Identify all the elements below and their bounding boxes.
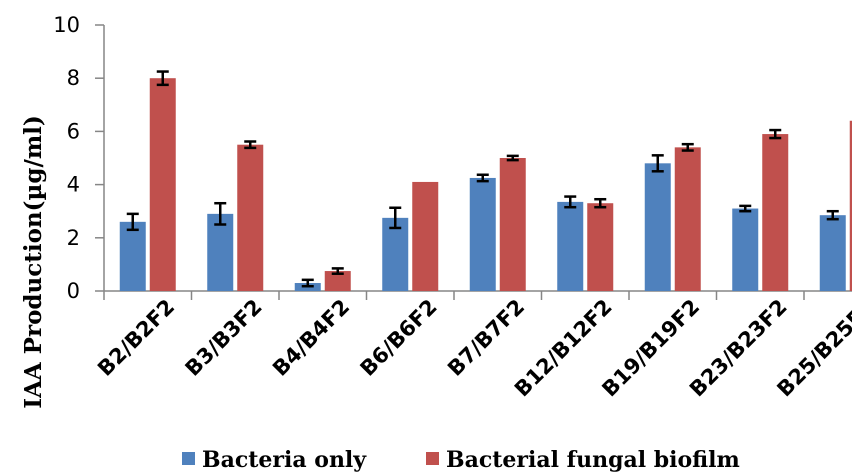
error-bar	[476, 173, 489, 183]
legend-label: Bacterial fungal biofilm	[446, 447, 740, 473]
x-category-label: B7/B7F2	[443, 295, 529, 381]
bar-bacterial-fungal-biofilm	[849, 120, 852, 291]
y-tick-label: 6	[67, 119, 80, 143]
x-axis-categories: B2/B2F2 B3/B3F2 B4/B4F2 B6/B6F2 B7/B7F2B12/B…	[93, 295, 852, 402]
bar-bacteria-only	[469, 177, 496, 291]
error-bar	[331, 267, 344, 275]
plot-area	[103, 25, 852, 300]
error-bar	[244, 140, 257, 150]
error-bar	[301, 278, 314, 288]
bar-bacteria-only	[207, 213, 234, 291]
x-category-label: B6/B6F2	[356, 295, 442, 381]
bar-bacteria-only	[119, 221, 146, 291]
y-tick-label: 4	[67, 173, 80, 197]
bar-bacteria-only	[644, 163, 671, 291]
y-tick-label: 2	[67, 226, 80, 250]
y-tick-label: 0	[67, 279, 80, 303]
bar-bacterial-fungal-biofilm	[237, 144, 264, 291]
error-bar	[389, 206, 402, 230]
x-category-label: B3/B3F2	[181, 295, 267, 381]
x-category-label: B2/B2F2	[93, 295, 179, 381]
y-axis-ticks: 0 2 4 6 8 10	[53, 13, 104, 303]
bar-bacteria-only	[557, 201, 584, 291]
y-tick-label: 8	[67, 66, 80, 90]
bar-bacterial-fungal-biofilm	[762, 134, 789, 291]
legend-swatch	[182, 452, 195, 465]
error-bar	[739, 204, 752, 213]
bar-bacteria-only	[819, 215, 846, 291]
bar-bacterial-fungal-biofilm	[412, 181, 439, 291]
error-bar	[506, 154, 519, 162]
error-bar	[826, 209, 839, 221]
y-axis-title: IAA Production(µg/ml)	[20, 115, 47, 409]
bar-bacterial-fungal-biofilm	[587, 203, 614, 291]
y-tick-label: 10	[53, 13, 80, 37]
bar-bacteria-only	[732, 208, 759, 291]
error-bar	[214, 201, 227, 226]
error-bar	[156, 70, 169, 87]
legend-label: Bacteria only	[202, 447, 367, 473]
bar-bacterial-fungal-biofilm	[499, 158, 526, 291]
bar-bacterial-fungal-biofilm	[324, 271, 351, 291]
x-category-label: B4/B4F2	[268, 295, 354, 381]
legend-swatch	[426, 452, 439, 465]
error-bar	[681, 142, 694, 152]
error-bar	[651, 154, 664, 173]
error-bar	[594, 197, 607, 209]
error-bar	[564, 195, 577, 209]
bar-bacterial-fungal-biofilm	[674, 147, 701, 291]
bar-bacteria-only	[382, 217, 409, 291]
error-bar	[769, 128, 782, 140]
bar-bacterial-fungal-biofilm	[149, 78, 176, 291]
error-bar	[126, 212, 139, 232]
legend: Bacteria only Bacterial fungal biofilm	[182, 447, 740, 473]
